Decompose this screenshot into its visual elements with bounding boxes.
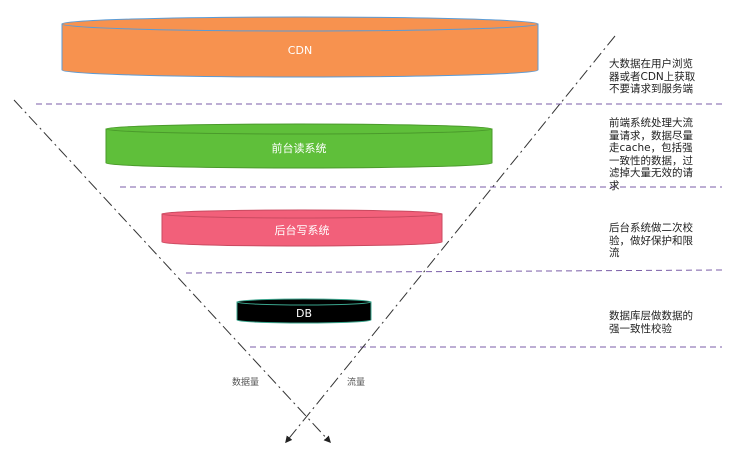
db-cylinder: DB [236,298,372,324]
frontend-read-cylinder: 前台读系统 [105,123,493,169]
backend-write-body [161,213,443,247]
annotation-cdn: 大数据在用户浏览 器或者CDN上获取 不要请求到服务端 [609,58,696,95]
frontend-read-label: 前台读系统 [272,141,327,155]
annotation-frontend: 前端系统处理大流 量请求，数据尽量 走cache，包括强 一致性的数据，过 滤掉… [609,117,693,192]
annotation-backend: 后台系统做二次校 验，做好保护和限 流 [609,222,693,259]
frontend-read-body [105,128,493,169]
backend-write-top [161,209,443,219]
cdn-body [61,23,539,78]
db-top [236,298,372,306]
traffic-arrow [285,35,616,444]
db-body [236,301,372,324]
data-volume-arrow [13,99,331,444]
cdn-cylinder: CDN [61,16,539,78]
annotation-db: 数据库层做数据的 强一致性校验 [609,310,693,335]
cdn-label: CDN [288,44,312,57]
backend-write-cylinder: 后台写系统 [161,209,443,247]
db-label: DB [296,307,312,320]
traffic-label: 流量 [347,378,366,388]
divider-line-3 [185,269,723,274]
frontend-read-top [105,123,493,135]
data-volume-label: 数据量 [232,378,260,388]
backend-write-label: 后台写系统 [275,223,330,237]
cdn-top [61,16,539,32]
